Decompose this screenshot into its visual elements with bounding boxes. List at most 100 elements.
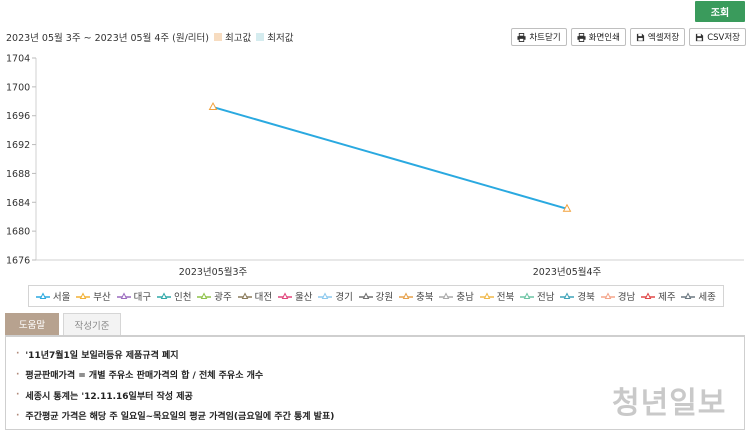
tool-buttons: 차트닫기 화면인쇄 엑셀저장 CSV저장: [511, 28, 746, 46]
printer-icon: [517, 32, 526, 42]
legend-marker-icon: [600, 291, 615, 299]
legend-marker-icon: [479, 291, 494, 299]
legend-item-label: 울산: [294, 292, 313, 303]
data-point: [208, 102, 218, 111]
legend-marker-icon: [399, 291, 414, 299]
legend-marker-icon: [560, 291, 575, 299]
bullet-icon: ·: [16, 410, 20, 421]
legend-item[interactable]: 세종: [681, 289, 716, 303]
close-chart-button[interactable]: 차트닫기: [511, 28, 567, 46]
y-tick-label: 1696: [6, 111, 30, 122]
legend-item[interactable]: 경북: [560, 289, 595, 303]
legend-item[interactable]: 충남: [439, 289, 474, 303]
legend-item[interactable]: 인천: [156, 289, 192, 303]
legend-max-label: 최고값: [225, 33, 252, 44]
legend-item-label: 서울: [52, 292, 71, 303]
legend-min-label: 최저값: [267, 33, 294, 44]
legend-item-label: 강원: [375, 292, 394, 303]
legend-marker-icon: [358, 291, 373, 299]
legend-item[interactable]: 전남: [520, 289, 555, 303]
legend-item-label: 대전: [254, 292, 273, 303]
period-range-text: 2023년 05월 3주 ~ 2023년 05월 4주 (원/리터): [6, 33, 209, 44]
printer-icon: [577, 32, 586, 42]
data-point: [562, 203, 572, 212]
help-text: '11년7월1일 보일러등유 제품규격 폐지: [25, 350, 179, 361]
legend-marker-icon: [156, 291, 171, 299]
bullet-icon: ·: [16, 369, 20, 380]
help-text: 평균판매가격 = 개별 주유소 판매가격의 합 / 전체 주유소 개수: [25, 371, 264, 382]
legend-item[interactable]: 경남: [600, 289, 636, 303]
max-swatch: [214, 33, 222, 41]
legend-item-label: 전남: [537, 292, 555, 303]
help-text: 세종시 통계는 '12.11.16일부터 작성 제공: [25, 391, 193, 402]
print-screen-label: 화면인쇄: [588, 33, 620, 43]
legend-item[interactable]: 서울: [35, 289, 71, 303]
y-tick-label: 1700: [6, 82, 30, 93]
legend-item[interactable]: 경기: [318, 289, 353, 303]
legend-item-label: 인천: [173, 292, 192, 303]
legend-item-label: 세종: [698, 292, 716, 303]
help-item: · 평균판매가격 = 개별 주유소 판매가격의 합 / 전체 주유소 개수: [16, 365, 734, 386]
legend-item[interactable]: 광주: [197, 289, 232, 303]
legend-marker-icon: [76, 291, 91, 299]
legend-item-label: 부산: [93, 292, 111, 303]
legend-item[interactable]: 대구: [116, 289, 152, 303]
save-icon: [636, 33, 645, 41]
min-swatch: [256, 33, 265, 41]
legend-item-label: 경남: [617, 292, 636, 303]
bullet-icon: ·: [16, 390, 20, 401]
y-tick-label: 1692: [6, 140, 30, 151]
y-tick-label: 1684: [6, 198, 30, 209]
legend-item-label: 충북: [416, 292, 434, 303]
legend-min: 최저값: [256, 30, 293, 44]
search-button[interactable]: 조회: [695, 1, 745, 22]
legend-item-label: 경기: [335, 292, 353, 303]
legend-item[interactable]: 제주: [641, 289, 676, 303]
legend-item[interactable]: 전북: [479, 289, 515, 303]
close-chart-label: 차트닫기: [529, 33, 561, 43]
tab-criteria[interactable]: 작성기준: [63, 313, 121, 335]
help-text: 주간평균 가격은 해당 주 일요일~목요일의 평균 가격임(금요일에 주간 통계…: [25, 412, 335, 423]
x-tick-label: 2023년05월4주: [533, 266, 602, 278]
help-item: · 주간평균 가격은 해당 주 일요일~목요일의 평균 가격임(금요일에 주간 통…: [16, 406, 734, 427]
legend-marker-icon: [520, 291, 535, 299]
y-tick-label: 1680: [6, 227, 30, 238]
y-tick-label: 1688: [6, 169, 30, 180]
legend-item-label: 제주: [658, 292, 676, 303]
legend-item-label: 충남: [456, 292, 474, 303]
help-item: · '11년7월1일 보일러등유 제품규격 폐지: [16, 344, 734, 365]
bullet-icon: ·: [16, 349, 20, 360]
help-panel: · '11년7월1일 보일러등유 제품규격 폐지 · 평균판매가격 = 개별 주유소…: [5, 335, 745, 430]
excel-save-button[interactable]: 엑셀저장: [629, 28, 686, 46]
legend-marker-icon: [116, 291, 131, 299]
help-item: · 세종시 통계는 '12.11.16일부터 작성 제공: [16, 385, 734, 406]
csv-save-button[interactable]: CSV저장: [689, 28, 746, 46]
legend-item[interactable]: 대전: [237, 289, 273, 303]
y-tick-label: 1676: [6, 256, 30, 267]
y-tick-label: 1704: [6, 54, 30, 65]
legend-marker-icon: [318, 291, 333, 299]
legend-item-label: 대구: [133, 292, 152, 303]
excel-save-label: 엑셀저장: [647, 33, 680, 43]
chart-toolbar: 2023년 05월 3주 ~ 2023년 05월 4주 (원/리터) 최고값 최…: [6, 28, 746, 46]
save-icon: [696, 33, 704, 41]
legend-item-label: 전북: [496, 292, 515, 303]
csv-save-label: CSV저장: [707, 33, 740, 43]
print-screen-button[interactable]: 화면인쇄: [570, 28, 626, 46]
legend-item-label: 경북: [577, 292, 595, 303]
legend-item[interactable]: 강원: [358, 289, 394, 303]
legend-marker-icon: [641, 291, 656, 299]
legend-max: 최고값: [214, 30, 251, 44]
legend-marker-icon: [237, 291, 252, 299]
legend-marker-icon: [197, 291, 212, 299]
watermark-logo: 청년일보: [612, 386, 727, 421]
legend-item[interactable]: 울산: [277, 289, 313, 303]
legend-marker-icon: [439, 291, 454, 299]
legend-item[interactable]: 충북: [399, 289, 434, 303]
legend-item[interactable]: 부산: [76, 289, 111, 303]
legend-marker-icon: [35, 291, 50, 299]
price-line-chart: 1676 1680 1684 1688 1692 1696 1700 1704 2023년05월…: [6, 54, 744, 278]
tab-help[interactable]: 도움말: [5, 313, 59, 335]
info-tabs: 도움말 작성기준: [5, 313, 121, 335]
region-legend: 서울 부산 대구 인천 광주 대전 울산 경기 강원 충북 충남 전북 전남 경북 경남 제주 세종: [28, 285, 724, 307]
